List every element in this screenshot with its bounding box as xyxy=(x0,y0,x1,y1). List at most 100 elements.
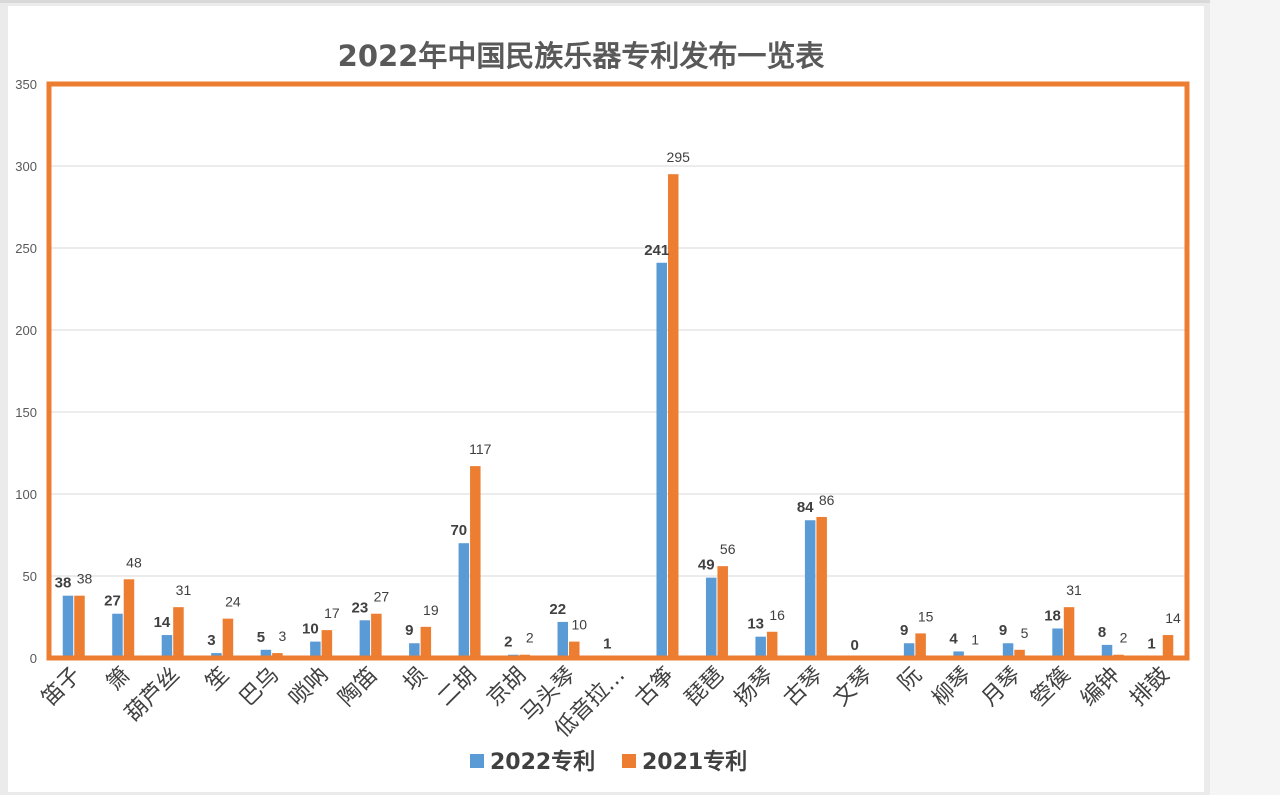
data-label-2022: 27 xyxy=(104,593,121,610)
legend-label-2022: 2022专利 xyxy=(490,749,595,775)
bar-2022 xyxy=(161,635,173,658)
data-label-2021: 31 xyxy=(1066,582,1082,598)
y-tick-label: 250 xyxy=(15,241,37,256)
y-tick-label: 50 xyxy=(23,569,37,584)
data-label-2021: 48 xyxy=(126,554,142,570)
data-label-2021: 24 xyxy=(225,594,241,610)
data-label-2022: 23 xyxy=(352,599,369,616)
bar-2022 xyxy=(112,613,123,658)
y-tick-label: 100 xyxy=(15,487,37,502)
x-category-label: 埙 xyxy=(399,663,432,696)
x-category-label: 月琴 xyxy=(977,663,1026,712)
bar-2021 xyxy=(74,595,85,658)
data-label-2022: 2 xyxy=(504,634,512,651)
data-label-2022: 10 xyxy=(302,621,319,638)
bar-2022 xyxy=(705,577,717,658)
data-label-2022: 5 xyxy=(257,629,265,646)
data-label-2022: 1 xyxy=(1147,635,1155,652)
bar-2022 xyxy=(1052,628,1063,658)
data-label-2021: 2 xyxy=(526,630,534,646)
data-label-2021: 16 xyxy=(769,607,785,623)
highlight-frame xyxy=(46,81,1190,661)
bar-2022 xyxy=(1002,643,1014,658)
data-label-2022: 13 xyxy=(747,616,764,633)
bar-2022 xyxy=(557,621,569,658)
bar-2021 xyxy=(123,579,135,658)
data-label-2021: 3 xyxy=(279,628,287,644)
data-label-2021: 19 xyxy=(423,602,439,618)
data-label-2022: 18 xyxy=(1044,607,1061,624)
legend: 2022专利 2021专利 xyxy=(470,749,747,775)
x-category-label: 笙 xyxy=(201,663,234,696)
y-tick-label: 0 xyxy=(30,651,37,666)
bar-2022 xyxy=(953,651,964,658)
bar-2022 xyxy=(260,649,272,658)
data-label-2021: 10 xyxy=(571,617,587,633)
data-label-2021: 117 xyxy=(469,441,492,457)
data-label-2021: 295 xyxy=(667,149,691,165)
bar-2021 xyxy=(470,466,481,658)
bar-2022 xyxy=(409,643,420,658)
y-tick-label: 350 xyxy=(15,77,37,92)
data-label-2022: 9 xyxy=(999,622,1007,639)
y-tick-label: 200 xyxy=(15,323,37,338)
x-category-label: 陶笛 xyxy=(334,663,383,712)
x-category-label: 唢呐 xyxy=(285,663,334,712)
data-label-2022: 70 xyxy=(450,522,467,539)
chart-title: 2022年中国民族乐器专利发布一览表 xyxy=(338,39,825,73)
bar-2021 xyxy=(222,618,234,658)
right-side-pane xyxy=(1210,0,1280,795)
bar-2022 xyxy=(1101,644,1113,658)
bar-2022 xyxy=(656,262,667,658)
x-category-label: 阮 xyxy=(894,663,927,696)
x-category-label: 古琴 xyxy=(779,663,828,712)
data-label-2021: 1 xyxy=(971,631,979,647)
legend-swatch-2021 xyxy=(622,754,636,768)
x-category-label: 琵琶 xyxy=(680,663,729,712)
data-label-2022: 22 xyxy=(549,601,566,618)
y-axis: 0 50 100 150 200 250 300 350 xyxy=(15,77,37,666)
data-label-2021: 15 xyxy=(918,608,934,624)
bar-2021 xyxy=(1014,649,1025,658)
data-label-2021: 17 xyxy=(324,605,340,621)
data-label-2021: 2 xyxy=(1120,630,1128,646)
chart-panel[interactable] xyxy=(8,6,1204,792)
data-label-2022: 84 xyxy=(797,499,814,516)
x-category-label: 笛子 xyxy=(37,663,86,712)
legend-swatch-2022 xyxy=(470,754,484,768)
data-label-2021: 5 xyxy=(1021,625,1029,641)
bar-2021 xyxy=(915,633,926,658)
data-label-2022: 0 xyxy=(850,637,858,654)
bar-2021 xyxy=(173,607,184,658)
x-category-label: 排鼓 xyxy=(1126,663,1175,712)
data-label-2022: 9 xyxy=(405,622,413,639)
bar-2022 xyxy=(359,620,371,658)
data-label-2022: 49 xyxy=(698,557,715,574)
data-label-2022: 9 xyxy=(900,622,908,639)
data-label-2022: 4 xyxy=(949,630,958,647)
bar-2021 xyxy=(717,566,728,658)
x-category-label: 箫 xyxy=(102,663,135,696)
data-label-2021: 14 xyxy=(1165,610,1181,626)
x-category-label: 二胡 xyxy=(433,663,482,712)
bar-2021 xyxy=(569,641,580,658)
data-label-2022: 241 xyxy=(644,242,669,259)
data-label-2021: 31 xyxy=(176,582,192,598)
x-category-label: 巴乌 xyxy=(235,663,284,712)
y-tick-label: 150 xyxy=(15,405,37,420)
bar-2021 xyxy=(816,516,827,658)
bar-2022 xyxy=(903,643,915,658)
bar-2021 xyxy=(371,613,382,658)
data-label-2021: 38 xyxy=(77,571,93,587)
data-label-2022: 14 xyxy=(154,614,171,631)
bar-2021 xyxy=(321,630,333,658)
window-top-border xyxy=(0,0,1280,3)
x-category-label: 扬琴 xyxy=(730,663,779,712)
x-category-label: 编钟 xyxy=(1076,663,1125,712)
bar-2022 xyxy=(310,641,321,658)
x-category-label: 柳琴 xyxy=(928,663,977,712)
bar-2022 xyxy=(755,636,766,658)
bar-2021 xyxy=(1063,607,1075,658)
